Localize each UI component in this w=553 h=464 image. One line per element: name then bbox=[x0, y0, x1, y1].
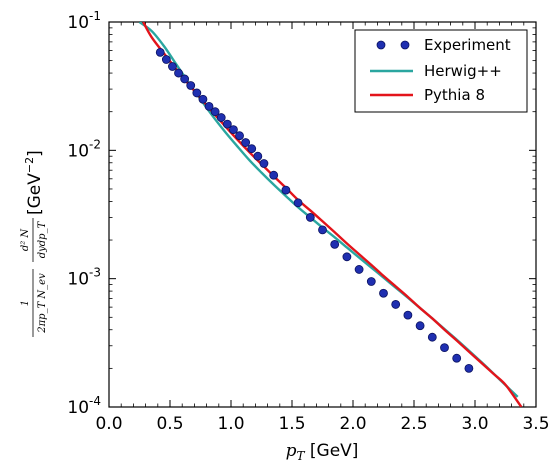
y-axis-ticks: 10-4 10-3 10-2 10-1 bbox=[67, 9, 536, 418]
experiment-point bbox=[330, 239, 340, 249]
experiment-point bbox=[204, 101, 214, 111]
y-label-frac2-bottom: dydp_T bbox=[37, 220, 48, 258]
experiment-point bbox=[247, 144, 257, 154]
y-tick-label: 10-4 bbox=[67, 394, 101, 418]
experiment-point bbox=[210, 107, 220, 117]
experiment-points bbox=[155, 47, 474, 373]
experiment-point bbox=[452, 353, 462, 363]
experiment-point bbox=[180, 74, 190, 84]
x-tick-label: 0.5 bbox=[156, 414, 183, 434]
experiment-point bbox=[354, 265, 364, 274]
x-tick-label: 3.0 bbox=[461, 414, 488, 434]
experiment-point bbox=[235, 131, 244, 141]
experiment-point bbox=[415, 321, 425, 331]
experiment-point bbox=[379, 288, 388, 298]
legend-experiment-marker-2 bbox=[400, 40, 410, 50]
legend-experiment-label: Experiment bbox=[424, 36, 511, 54]
x-tick-label: 2.0 bbox=[339, 414, 366, 434]
y-label-unit-prefix: [GeV bbox=[25, 173, 45, 215]
experiment-point bbox=[427, 332, 437, 342]
experiment-point bbox=[161, 55, 171, 64]
experiment-point bbox=[168, 62, 177, 71]
experiment-point bbox=[281, 185, 291, 195]
experiment-point bbox=[391, 300, 401, 309]
experiment-point bbox=[155, 47, 165, 57]
x-axis-label-sub: T bbox=[296, 449, 305, 463]
y-label-frac1-top: 1 bbox=[20, 300, 31, 306]
experiment-point bbox=[440, 343, 449, 353]
x-tick-label: 2.5 bbox=[400, 414, 427, 434]
experiment-point bbox=[403, 310, 413, 320]
legend-pythia-label: Pythia 8 bbox=[424, 86, 485, 104]
x-axis-label-unit: [GeV] bbox=[304, 441, 358, 461]
x-axis-ticks: 0.0 0.5 1.0 1.5 2.0 2.5 3.0 3.5 bbox=[95, 22, 550, 434]
legend-experiment-marker-1 bbox=[376, 40, 386, 50]
experiment-point bbox=[366, 277, 376, 286]
experiment-point bbox=[269, 170, 279, 180]
experiment-point bbox=[253, 151, 263, 161]
experiment-point bbox=[259, 159, 269, 168]
x-tick-label: 1.0 bbox=[217, 414, 244, 434]
y-tick-label: 10-2 bbox=[67, 137, 101, 161]
y-label-frac1-bottom: 2πp_T N_ev bbox=[37, 273, 48, 334]
y-label-unit-suffix: ] bbox=[25, 150, 45, 157]
plot-frame bbox=[108, 21, 537, 408]
experiment-point bbox=[222, 119, 232, 129]
experiment-point bbox=[192, 88, 202, 98]
legend: Experiment Herwig++ Pythia 8 bbox=[354, 29, 528, 113]
y-tick-label: 10-3 bbox=[67, 266, 101, 290]
experiment-point bbox=[216, 113, 226, 122]
experiment-point bbox=[174, 68, 183, 78]
experiment-point bbox=[186, 81, 196, 90]
y-axis-label: 1 2πp_T N_ev d² N dydp_T [GeV−2] bbox=[20, 150, 48, 337]
x-axis-label: pT [GeV] bbox=[286, 441, 359, 463]
experiment-point bbox=[342, 252, 352, 262]
experiment-point bbox=[198, 94, 208, 104]
y-label-unit-exp: −2 bbox=[23, 157, 36, 173]
x-tick-label: 0.0 bbox=[95, 414, 122, 434]
legend-herwig-label: Herwig++ bbox=[424, 62, 502, 80]
experiment-point bbox=[464, 363, 474, 373]
x-tick-label: 1.5 bbox=[278, 414, 305, 434]
svg-text:[GeV−2]: [GeV−2] bbox=[23, 150, 45, 215]
experiment-point bbox=[318, 225, 327, 235]
experiment-point bbox=[305, 213, 315, 222]
x-axis-label-var: p bbox=[286, 441, 297, 461]
y-label-frac2-top: d² N bbox=[20, 228, 31, 252]
experiment-point bbox=[229, 125, 238, 135]
experiment-point bbox=[241, 138, 251, 147]
x-tick-label: 3.5 bbox=[522, 414, 549, 434]
y-tick-label: 10-1 bbox=[67, 9, 101, 33]
experiment-point bbox=[293, 198, 303, 208]
